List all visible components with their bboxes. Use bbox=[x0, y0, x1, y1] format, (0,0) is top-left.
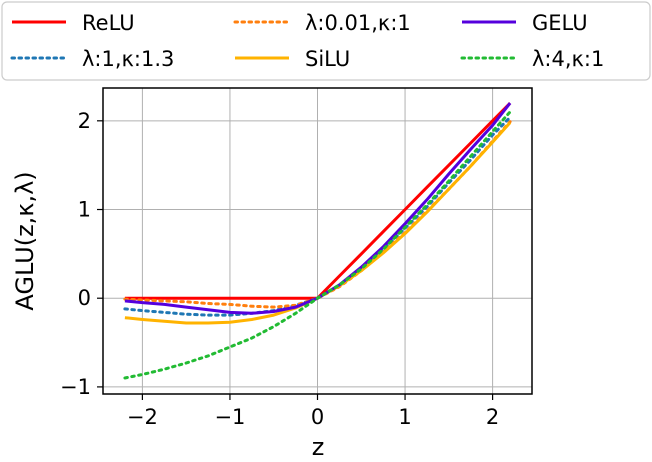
legend-label: SiLU bbox=[305, 47, 350, 71]
grid bbox=[103, 88, 532, 394]
x-tick-label: −1 bbox=[214, 405, 245, 429]
x-tick-label: 1 bbox=[398, 405, 411, 429]
x-axis-label: z bbox=[312, 433, 325, 461]
y-tick-label: −1 bbox=[60, 375, 91, 399]
series-lines bbox=[123, 102, 512, 380]
axis-ticks: −2 −1 0 1 2 −1 0 1 2 bbox=[60, 109, 499, 429]
x-tick-label: 2 bbox=[486, 405, 499, 429]
legend: ReLU λ:1,κ:1.3 λ:0.01,κ:1 SiLU GELU λ:4,κ:1 bbox=[1, 1, 651, 81]
x-tick-label: 0 bbox=[311, 405, 324, 429]
legend-label: λ:1,κ:1.3 bbox=[82, 47, 174, 71]
y-axis-label: AGLU(z,κ,λ) bbox=[11, 171, 39, 310]
legend-label: GELU bbox=[532, 11, 588, 35]
y-tick-label: 2 bbox=[78, 109, 91, 133]
y-tick-label: 1 bbox=[78, 198, 91, 222]
y-tick-label: 0 bbox=[78, 286, 91, 310]
legend-label: ReLU bbox=[82, 11, 135, 35]
series-line-5 bbox=[123, 110, 512, 380]
x-tick-label: −2 bbox=[127, 405, 158, 429]
legend-label: λ:0.01,κ:1 bbox=[305, 11, 411, 35]
legend-label: λ:4,κ:1 bbox=[532, 47, 604, 71]
